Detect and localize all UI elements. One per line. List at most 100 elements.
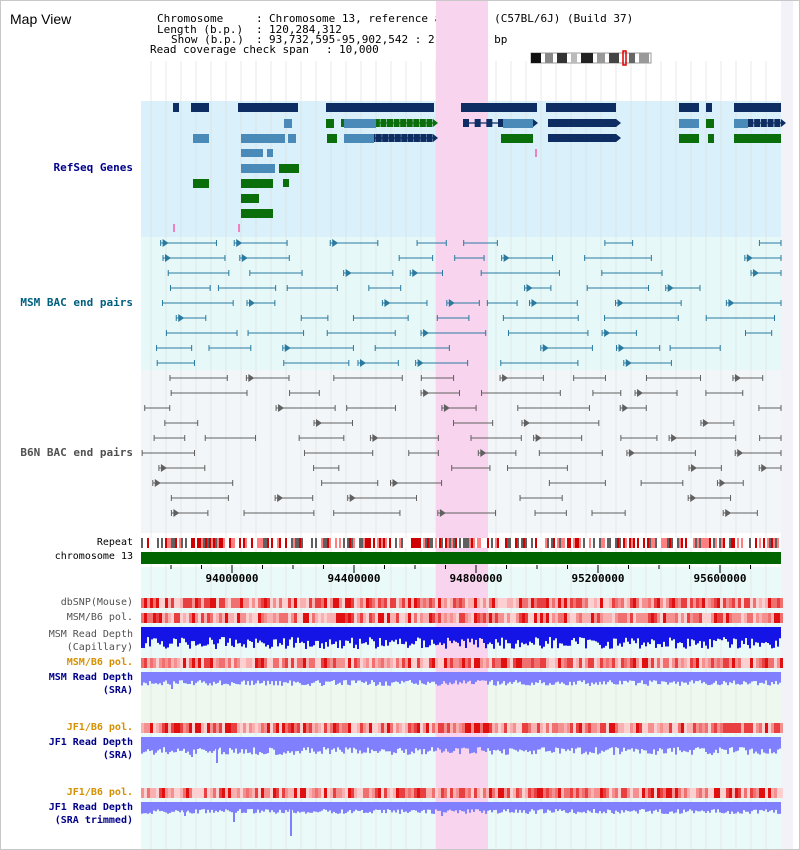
bac-end-arrow	[667, 284, 674, 292]
depth-bar	[343, 672, 345, 681]
depth-bar	[735, 737, 737, 752]
depth-bar	[709, 737, 711, 754]
heat-segment	[588, 613, 591, 623]
depth-bar	[431, 802, 433, 814]
depth-bar	[145, 802, 147, 814]
depth-bar	[231, 627, 233, 646]
heat-segment	[333, 788, 336, 798]
depth-bar	[711, 672, 713, 685]
gene-exon	[559, 134, 566, 142]
repeat-segment	[769, 538, 771, 548]
depth-bar	[443, 627, 445, 644]
heat-segment	[348, 658, 351, 668]
heat-segment	[336, 788, 339, 798]
depth-bar	[405, 802, 407, 812]
heat-segment	[390, 598, 393, 608]
depth-bar	[639, 627, 641, 649]
depth-bar	[511, 802, 513, 813]
track-label-refseq[interactable]: RefSeq Genes	[53, 161, 133, 174]
heat-segment	[279, 598, 282, 608]
heat-segment	[207, 598, 210, 608]
heat-segment	[324, 598, 327, 608]
heat-segment	[621, 723, 624, 733]
depth-bar	[595, 802, 597, 813]
depth-bar	[567, 737, 569, 750]
heat-segment	[489, 723, 492, 733]
depth-bar	[417, 627, 419, 638]
depth-bar	[717, 737, 719, 754]
heat-segment	[222, 598, 225, 608]
depth-bar	[719, 672, 721, 686]
depth-bar	[207, 802, 209, 810]
bac-end-arrow	[725, 509, 732, 517]
depth-bar	[503, 672, 505, 682]
depth-bar	[745, 802, 747, 812]
heat-segment	[624, 658, 627, 668]
depth-bar	[733, 627, 735, 639]
depth-bar	[623, 672, 625, 681]
heat-segment	[429, 723, 432, 733]
depth-bar	[365, 627, 367, 643]
depth-bar	[647, 627, 649, 643]
repeat-segment	[201, 538, 203, 548]
depth-bar	[405, 627, 407, 642]
heat-segment	[600, 598, 603, 608]
depth-bar	[233, 737, 235, 753]
depth-bar	[455, 627, 457, 642]
track-label-msm-bac[interactable]: MSM BAC end pairs	[20, 296, 133, 309]
heat-segment	[237, 613, 240, 623]
depth-bar	[257, 737, 259, 755]
heat-segment	[144, 788, 147, 798]
gene-exon	[774, 119, 781, 127]
repeat-segment	[607, 538, 609, 548]
depth-bar	[531, 802, 533, 810]
heat-segment	[324, 658, 327, 668]
heat-segment	[141, 723, 144, 733]
repeat-segment	[147, 538, 149, 548]
depth-bar	[243, 802, 245, 813]
heat-segment	[528, 613, 531, 623]
depth-bar	[693, 737, 695, 750]
heat-segment	[333, 598, 336, 608]
depth-bar	[665, 672, 667, 683]
heat-segment	[459, 723, 462, 733]
depth-bar	[309, 627, 311, 647]
bac-end-arrow	[345, 269, 352, 277]
depth-bar	[515, 802, 517, 810]
heat-segment	[456, 788, 459, 798]
depth-bar	[223, 627, 225, 638]
heat-segment	[528, 598, 531, 608]
depth-bar	[471, 737, 473, 753]
heat-segment	[393, 598, 396, 608]
heat-segment	[744, 723, 747, 733]
gene-exon	[553, 119, 560, 127]
repeat-segment	[677, 538, 679, 548]
depth-bar	[569, 737, 571, 751]
depth-bar	[563, 737, 565, 749]
heat-segment	[573, 788, 576, 798]
depth-bar	[493, 627, 495, 649]
repeat-segment	[219, 538, 221, 548]
depth-bar	[435, 802, 437, 810]
depth-bar	[449, 802, 451, 810]
bac-end-arrow	[628, 449, 635, 457]
heat-segment	[714, 598, 717, 608]
depth-bar	[179, 802, 181, 813]
depth-bar	[341, 672, 343, 686]
depth-bar	[389, 737, 391, 752]
heat-segment	[618, 658, 621, 668]
depth-bar	[703, 627, 705, 642]
depth-bar	[761, 672, 763, 683]
heat-segment	[717, 598, 720, 608]
heat-segment	[141, 658, 144, 668]
depth-bar	[397, 737, 399, 749]
heat-segment	[465, 598, 468, 608]
track-label-b6n-bac[interactable]: B6N BAC end pairs	[20, 446, 133, 459]
depth-bar	[419, 802, 421, 813]
depth-bar	[453, 737, 455, 751]
heat-segment	[402, 658, 405, 668]
heat-segment	[420, 788, 423, 798]
depth-bar	[739, 737, 741, 748]
depth-bar	[237, 737, 239, 754]
